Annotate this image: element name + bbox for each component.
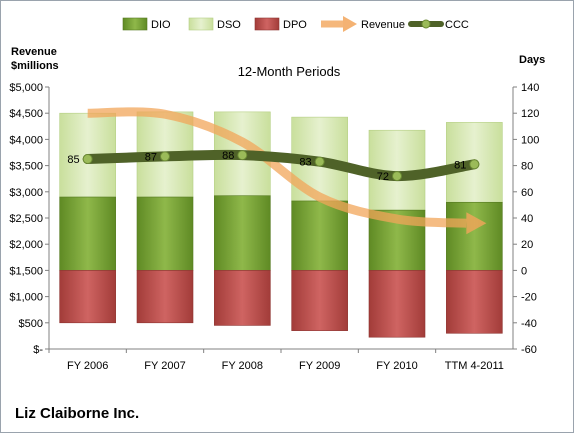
- legend-label: DIO: [151, 19, 171, 31]
- left-tick-label: $500: [19, 318, 43, 330]
- ccc-point: [469, 159, 480, 170]
- ccc-point: [314, 156, 325, 167]
- legend-swatch: [254, 17, 280, 31]
- dio-bar: [291, 200, 348, 271]
- left-axis-label-line: $millions: [11, 60, 59, 72]
- ccc-data-label: 83: [299, 157, 311, 169]
- left-tick-label: $4,000: [9, 134, 43, 146]
- ccc-point: [392, 171, 402, 182]
- dio-bar: [59, 196, 116, 271]
- x-tick-label: FY 2009: [299, 360, 340, 372]
- x-tick-label: FY 2008: [222, 360, 263, 372]
- dio-bar: [136, 196, 194, 271]
- dpo-bar: [136, 270, 194, 324]
- ccc-point: [237, 150, 248, 161]
- revenue-arrowhead: [466, 212, 487, 235]
- legend-swatch: [188, 17, 214, 31]
- left-tick-label: $-: [33, 344, 43, 356]
- ccc-data-label: 85: [67, 154, 79, 166]
- ccc-point: [160, 151, 170, 162]
- dio-bar: [214, 195, 271, 271]
- right-tick-label: 0: [521, 265, 527, 277]
- right-tick-label: 20: [521, 239, 533, 251]
- right-tick-label: 60: [521, 187, 533, 199]
- dpo-bar: [59, 270, 116, 324]
- ccc-data-label: 88: [222, 150, 234, 162]
- left-tick-label: $3,000: [9, 187, 43, 199]
- chart-title: 12-Month Periods: [238, 64, 341, 79]
- company-name: Liz Claiborne Inc.: [15, 405, 140, 422]
- legend: DIO DSO DPO Revenue CCC: [122, 16, 469, 32]
- right-tick-label: -20: [521, 292, 537, 304]
- left-tick-label: $1,000: [9, 292, 43, 304]
- left-tick-label: $5,000: [9, 82, 43, 94]
- axes: $- $500 $1,000 $1,500 $2,000 $2,500 $3,000 $3,5…: [9, 82, 539, 372]
- legend-label: DPO: [283, 19, 307, 31]
- dpo-bar: [214, 270, 271, 326]
- x-tick-label: FY 2007: [144, 360, 185, 372]
- right-tick-label: 100: [521, 134, 539, 146]
- ccc-point: [82, 154, 93, 165]
- left-tick-label: $2,500: [9, 213, 43, 225]
- left-tick-label: $1,500: [9, 265, 43, 277]
- ccc-data-label: 87: [145, 151, 157, 163]
- lines: [82, 107, 487, 235]
- dpo-bar: [291, 270, 348, 331]
- dio-bar: [446, 201, 503, 271]
- legend-label: DSO: [217, 19, 241, 31]
- x-tick-label: FY 2006: [67, 360, 108, 372]
- left-tick-label: $3,500: [9, 161, 43, 173]
- legend-label: CCC: [445, 19, 469, 31]
- ccc-data-label: 81: [454, 159, 466, 171]
- right-tick-label: -40: [521, 318, 537, 330]
- legend-swatch: [122, 17, 148, 31]
- right-tick-label: 80: [521, 161, 533, 173]
- data-labels: 85 87 88 83 72 81: [67, 150, 466, 183]
- revenue-line: [87, 107, 467, 228]
- legend-marker: [421, 19, 431, 29]
- right-tick-label: 120: [521, 108, 539, 120]
- dpo-bar: [446, 270, 503, 334]
- left-tick-label: $2,000: [9, 239, 43, 251]
- right-axis-label: Days: [519, 54, 545, 66]
- x-tick-label: FY 2010: [376, 360, 417, 372]
- x-tick-label: TTM 4-2011: [445, 360, 504, 372]
- left-axis-label-line: Revenue: [11, 46, 57, 58]
- legend-arrowhead: [343, 16, 357, 32]
- left-tick-label: $4,500: [9, 108, 43, 120]
- ccc-data-label: 72: [377, 171, 389, 183]
- right-tick-label: 140: [521, 82, 539, 94]
- legend-label: Revenue: [361, 19, 405, 31]
- left-axis-label: Revenue $millions: [11, 46, 59, 72]
- dpo-bar: [368, 270, 426, 338]
- ccc-line: [82, 149, 480, 182]
- right-tick-label: -60: [521, 344, 537, 356]
- right-tick-label: 40: [521, 213, 533, 225]
